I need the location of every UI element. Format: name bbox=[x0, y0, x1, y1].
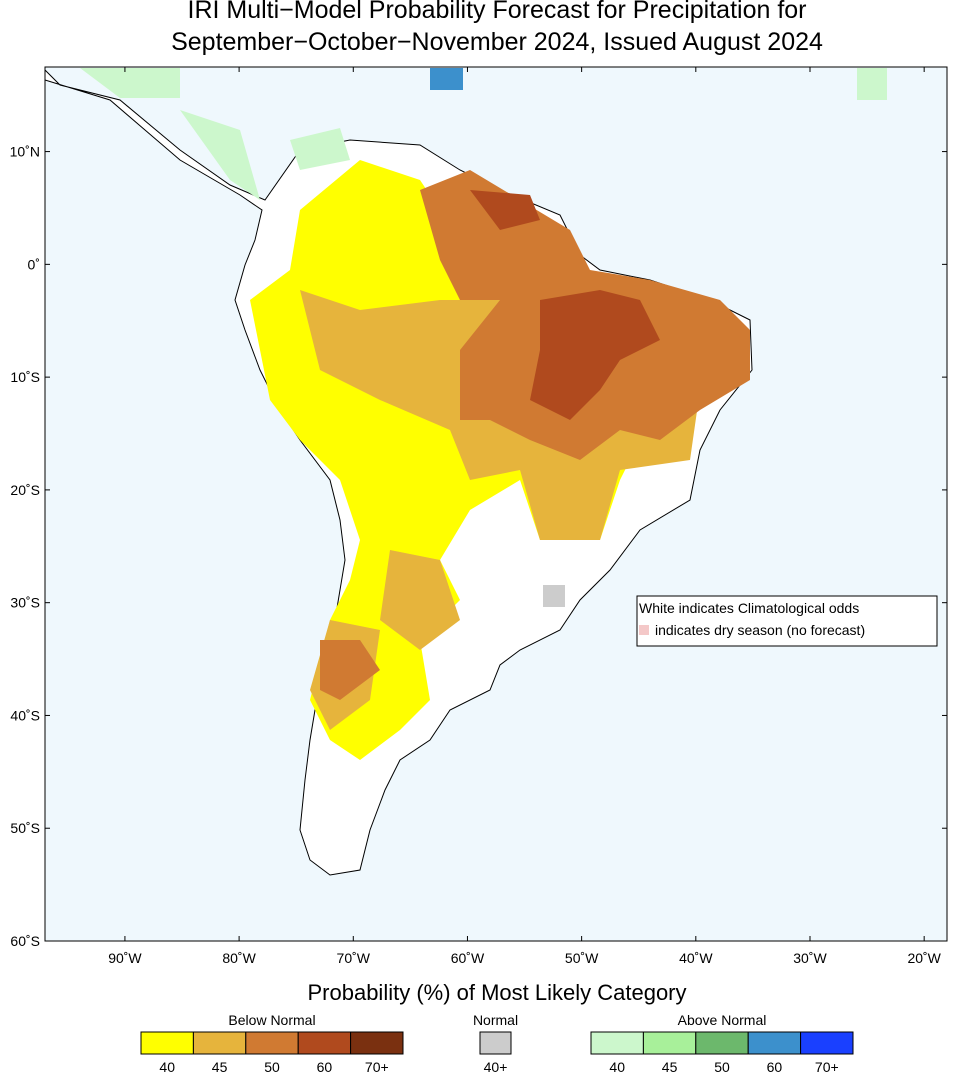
x-tick-label: 70˚W bbox=[337, 950, 371, 966]
below-normal-60-region bbox=[470, 190, 660, 420]
above-normal-region bbox=[430, 68, 463, 90]
legend-label: 60 bbox=[767, 1059, 783, 1073]
x-tick-label: 80˚W bbox=[222, 950, 256, 966]
map-frame bbox=[44, 66, 948, 942]
legend-label: 45 bbox=[212, 1059, 228, 1073]
legend-swatch bbox=[192, 1031, 247, 1055]
legend-swatch bbox=[350, 1031, 404, 1055]
legend-swatch bbox=[245, 1031, 299, 1055]
x-tick-label: 20˚W bbox=[907, 950, 941, 966]
above-normal-region bbox=[80, 68, 887, 200]
y-tick-label: 50˚S bbox=[10, 820, 40, 836]
y-tick-label: 20˚S bbox=[10, 482, 40, 498]
y-tick-label: 10˚S bbox=[10, 369, 40, 385]
x-tick-label: 90˚W bbox=[108, 950, 142, 966]
legend-group-name: Above Normal bbox=[678, 1012, 767, 1028]
y-tick-label: 30˚S bbox=[10, 595, 40, 611]
note-text: White indicates Climatological odds bbox=[639, 600, 859, 616]
legend-group-name: Normal bbox=[473, 1012, 518, 1028]
y-tick-label: 0˚ bbox=[28, 256, 40, 272]
legend-swatch bbox=[140, 1031, 194, 1055]
x-tick-label: 50˚W bbox=[565, 950, 599, 966]
normal-region bbox=[543, 585, 565, 607]
legend-label: 70+ bbox=[815, 1059, 839, 1073]
legend-title: Probability (%) of Most Likely Category bbox=[307, 980, 686, 1005]
y-tick-label: 40˚S bbox=[10, 707, 40, 723]
x-tick-label: 30˚W bbox=[793, 950, 827, 966]
legend-swatch bbox=[297, 1031, 352, 1055]
legend-swatch bbox=[800, 1031, 854, 1055]
legend-label: 70+ bbox=[365, 1059, 389, 1073]
note-frame bbox=[636, 595, 938, 647]
legend-label: 40 bbox=[609, 1059, 625, 1073]
color-legend: Below Normal 40 45 50 60 70+ Normal 40+ Above No… bbox=[140, 1012, 854, 1075]
legend-group-name: Below Normal bbox=[228, 1012, 315, 1028]
legend-swatch bbox=[642, 1031, 697, 1055]
y-tick-label: 10˚N bbox=[10, 144, 40, 160]
legend-label: 50 bbox=[714, 1059, 730, 1073]
legend-label: 50 bbox=[264, 1059, 280, 1073]
legend-label: 40+ bbox=[484, 1059, 508, 1073]
axis-ticks: 90˚W 80˚W 70˚W 60˚W 50˚W 40˚W 30˚W 20˚W 10˚N 0˚ 10… bbox=[10, 67, 947, 966]
legend-swatch bbox=[590, 1031, 644, 1055]
map-area bbox=[44, 66, 948, 942]
note-box: White indicates Climatological odds indi… bbox=[636, 595, 938, 647]
title-line: IRI Multi−Model Probability Forecast for… bbox=[188, 0, 807, 24]
legend-label: 60 bbox=[317, 1059, 333, 1073]
legend-swatch bbox=[695, 1031, 749, 1055]
legend-label: 40 bbox=[159, 1059, 175, 1073]
legend-swatch bbox=[747, 1031, 802, 1055]
below-normal-50-region bbox=[320, 170, 750, 700]
y-tick-label: 60˚S bbox=[10, 933, 40, 949]
dry-season-swatch bbox=[639, 625, 649, 635]
x-tick-label: 60˚W bbox=[451, 950, 485, 966]
legend-label: 45 bbox=[662, 1059, 678, 1073]
legend-swatch bbox=[479, 1031, 512, 1055]
note-text: indicates dry season (no forecast) bbox=[655, 622, 865, 638]
x-tick-label: 40˚W bbox=[679, 950, 713, 966]
title-line: September−October−November 2024, Issued … bbox=[171, 28, 823, 56]
